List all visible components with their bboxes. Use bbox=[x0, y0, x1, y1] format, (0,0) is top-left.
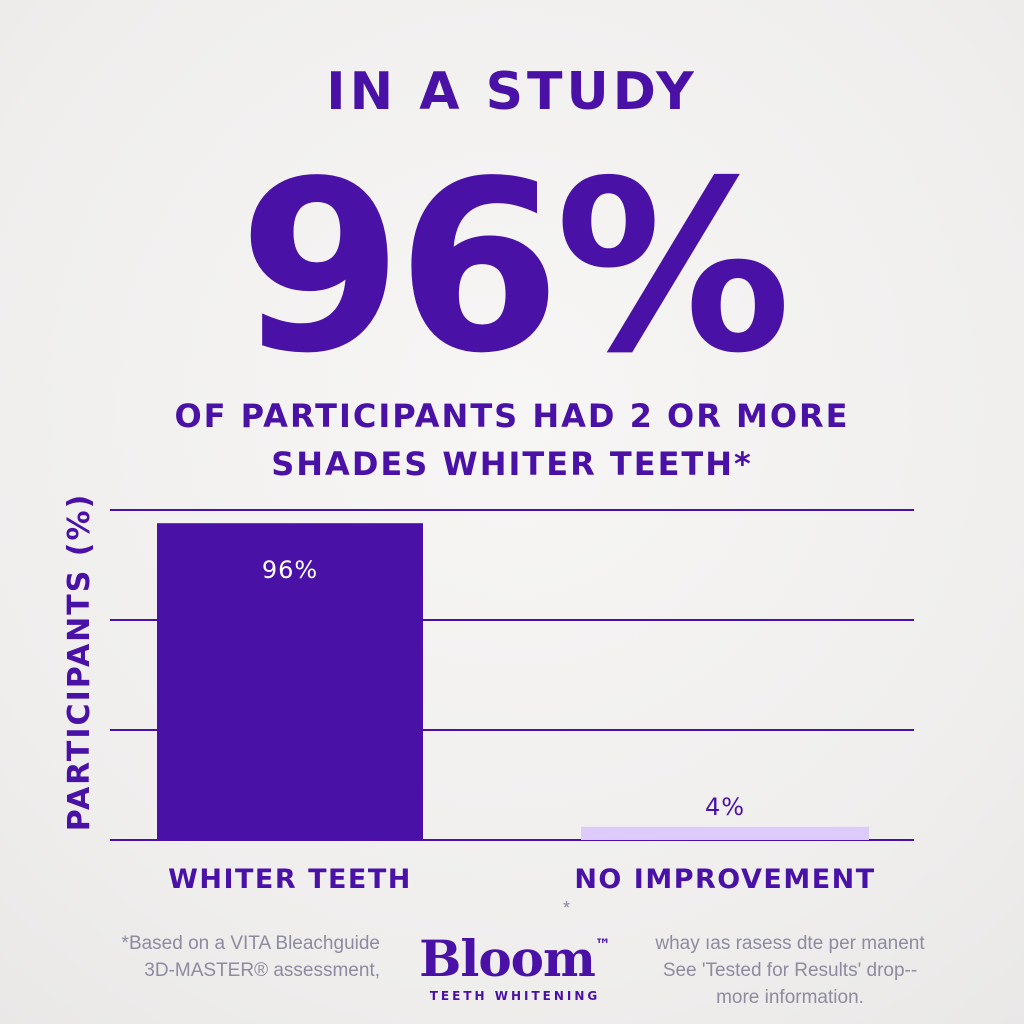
footnote-left: *Based on a VITA Bleachguide 3D-MASTER® … bbox=[60, 930, 380, 984]
footnote-right-line-3: more information. bbox=[716, 987, 864, 1008]
data-label: 96% bbox=[262, 556, 318, 584]
y-axis-title: PARTICIPANTS (%) bbox=[62, 493, 97, 832]
brand-logo: Bloom™ TEETH WHITENING bbox=[410, 915, 620, 1003]
footnote-left-line-1: *Based on a VITA Bleachguide bbox=[121, 933, 380, 954]
trademark-symbol: ™ bbox=[594, 935, 611, 954]
footnote-left-line-2: 3D-MASTER® assessment, bbox=[144, 960, 380, 981]
footnote-right-line-2: See 'Tested for Results' drop-- bbox=[662, 960, 918, 981]
footnote-right: whay ıas rasess dte per manent See 'Test… bbox=[630, 930, 950, 1011]
bar-no-improvement bbox=[581, 826, 869, 840]
subtitle: OF PARTICIPANTS HAD 2 OR MORE SHADES WHI… bbox=[0, 392, 1024, 488]
subtitle-line-2: SHADES WHITER TEETH* bbox=[271, 445, 753, 483]
asterisk-mark: * bbox=[563, 898, 571, 918]
footnote-right-line-1: whay ıas rasess dte per manent bbox=[655, 933, 925, 954]
brand-name: Bloom™ bbox=[410, 915, 620, 989]
data-label: 4% bbox=[705, 793, 745, 821]
brand-tagline: TEETH WHITENING bbox=[429, 989, 601, 1003]
brand-wordmark: Bloom bbox=[419, 929, 596, 988]
category-label: NO IMPROVEMENT bbox=[574, 864, 875, 895]
eyebrow-heading: IN A STUDY bbox=[326, 62, 698, 122]
headline-stat: 96% bbox=[238, 130, 792, 405]
bar-whiter-teeth bbox=[157, 523, 423, 840]
subtitle-line-1: OF PARTICIPANTS HAD 2 OR MORE bbox=[174, 397, 850, 435]
category-label: WHITER TEETH bbox=[168, 864, 412, 895]
